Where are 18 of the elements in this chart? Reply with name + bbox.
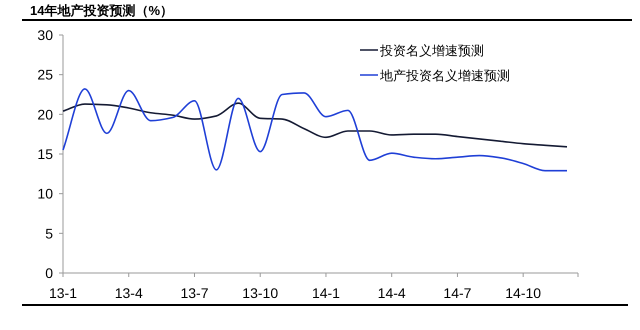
legend-label: 地产投资名义增速预测	[379, 68, 510, 83]
x-tick-label: 13-7	[180, 285, 209, 301]
y-tick-label: 25	[37, 66, 54, 83]
y-tick-label: 5	[45, 225, 54, 242]
x-tick-label: 13-10	[242, 285, 278, 301]
chart-title: 14年地产投资预测（%）	[30, 3, 174, 18]
y-tick-label: 0	[45, 265, 54, 281]
x-tick-label: 14-7	[443, 285, 472, 301]
x-tick-label: 14-1	[312, 285, 340, 301]
x-tick-label: 14-10	[505, 285, 542, 301]
y-tick-label: 15	[37, 146, 54, 162]
y-tick-label: 20	[37, 106, 54, 122]
y-tick-label: 30	[37, 27, 54, 43]
y-tick-label: 10	[37, 186, 54, 202]
x-tick-label: 13-4	[114, 285, 143, 301]
legend-label: 投资名义增速预测	[379, 43, 484, 58]
x-tick-label: 13-1	[48, 285, 78, 301]
x-tick-label: 14-4	[378, 285, 406, 301]
